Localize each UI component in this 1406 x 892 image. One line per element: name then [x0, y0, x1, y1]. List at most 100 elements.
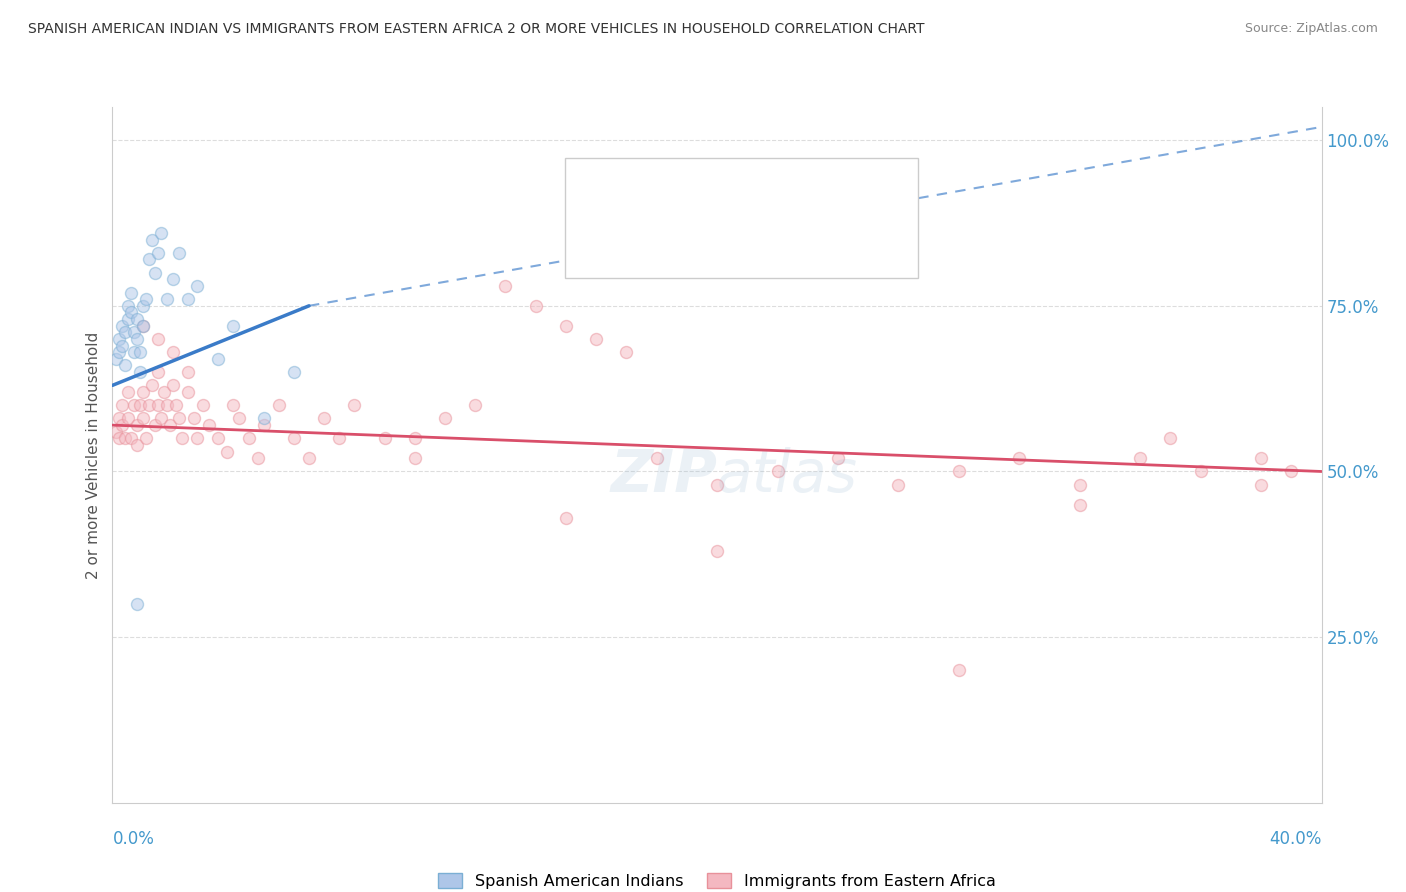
Point	[120, 305, 142, 319]
Point	[135, 292, 157, 306]
Point	[138, 398, 160, 412]
Point	[107, 431, 129, 445]
Point	[433, 411, 456, 425]
Point	[283, 365, 305, 379]
Point	[207, 431, 229, 445]
Point	[228, 411, 250, 425]
Point	[122, 326, 145, 340]
Point	[132, 299, 155, 313]
Point	[1250, 451, 1272, 466]
Text: 0.0%: 0.0%	[112, 830, 155, 847]
Text: ZIP: ZIP	[610, 447, 717, 504]
Point	[167, 411, 190, 425]
Point	[253, 418, 276, 433]
Point	[110, 338, 132, 352]
Text: N = 35: N = 35	[800, 185, 865, 202]
Text: Source: ZipAtlas.com: Source: ZipAtlas.com	[1244, 22, 1378, 36]
Point	[616, 345, 638, 359]
Point	[238, 431, 260, 445]
Point	[343, 398, 366, 412]
Point	[159, 418, 181, 433]
Point	[146, 245, 169, 260]
Point	[328, 431, 350, 445]
Point	[645, 451, 668, 466]
Point	[267, 398, 290, 412]
Point	[1069, 498, 1091, 512]
Point	[1159, 431, 1181, 445]
Point	[404, 451, 426, 466]
Point	[104, 351, 127, 366]
Point	[495, 279, 517, 293]
Point	[128, 345, 150, 359]
Legend: Spanish American Indians, Immigrants from Eastern Africa: Spanish American Indians, Immigrants fro…	[439, 873, 995, 889]
Y-axis label: 2 or more Vehicles in Household: 2 or more Vehicles in Household	[86, 331, 101, 579]
Point	[107, 411, 129, 425]
Point	[162, 345, 184, 359]
Point	[170, 431, 193, 445]
Point	[120, 431, 142, 445]
Point	[110, 418, 132, 433]
Point	[766, 465, 789, 479]
Point	[222, 398, 245, 412]
Point	[162, 378, 184, 392]
Point	[1069, 477, 1091, 491]
Point	[374, 431, 396, 445]
Point	[404, 431, 426, 445]
Point	[125, 332, 148, 346]
Point	[128, 365, 150, 379]
Point	[222, 318, 245, 333]
Point	[138, 252, 160, 267]
Point	[298, 451, 321, 466]
Point	[246, 451, 269, 466]
Point	[1189, 465, 1212, 479]
Point	[887, 477, 910, 491]
Point	[114, 359, 136, 373]
Point	[177, 384, 200, 399]
Point	[143, 266, 166, 280]
Point	[149, 411, 172, 425]
Point	[143, 418, 166, 433]
Point	[114, 326, 136, 340]
Point	[706, 477, 728, 491]
Point	[183, 411, 205, 425]
Point	[125, 438, 148, 452]
Point	[217, 444, 239, 458]
Point	[146, 332, 169, 346]
Point	[554, 318, 576, 333]
Text: SPANISH AMERICAN INDIAN VS IMMIGRANTS FROM EASTERN AFRICA 2 OR MORE VEHICLES IN : SPANISH AMERICAN INDIAN VS IMMIGRANTS FR…	[28, 22, 925, 37]
Point	[114, 431, 136, 445]
Point	[1008, 451, 1031, 466]
Point	[827, 451, 849, 466]
Point	[1129, 451, 1152, 466]
Point	[132, 384, 155, 399]
Point	[146, 365, 169, 379]
Point	[191, 398, 214, 412]
Point	[207, 351, 229, 366]
Point	[128, 398, 150, 412]
Point	[706, 544, 728, 558]
Point	[186, 279, 208, 293]
Point	[186, 431, 208, 445]
Point	[117, 384, 139, 399]
Point	[464, 398, 486, 412]
Point	[125, 418, 148, 433]
Point	[117, 299, 139, 313]
Point	[110, 318, 132, 333]
Text: atlas: atlas	[717, 447, 858, 504]
Point	[135, 431, 157, 445]
Point	[283, 431, 305, 445]
Point	[253, 411, 276, 425]
Text: R =: R =	[641, 185, 673, 202]
Point	[104, 425, 127, 439]
Point	[198, 418, 221, 433]
Point	[165, 398, 187, 412]
Point	[177, 365, 200, 379]
Text: 40.0%: 40.0%	[1270, 830, 1322, 847]
Point	[948, 465, 970, 479]
Point	[132, 318, 155, 333]
Point	[132, 318, 155, 333]
Text: N = 79: N = 79	[800, 233, 865, 251]
Point	[1279, 465, 1302, 479]
Point	[167, 245, 190, 260]
Point	[107, 332, 129, 346]
